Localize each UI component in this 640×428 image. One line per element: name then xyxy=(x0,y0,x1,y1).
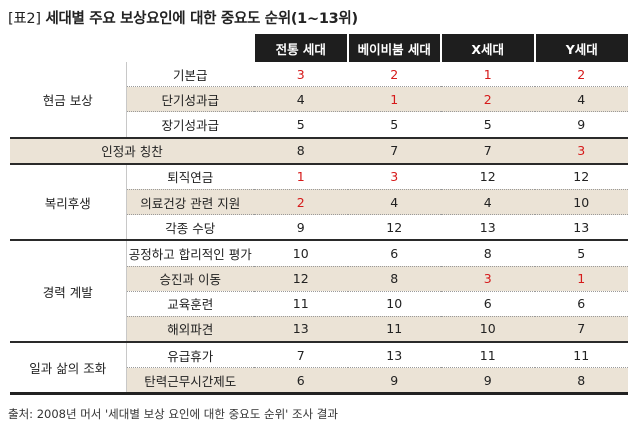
row-label: 해외파견 xyxy=(125,316,254,344)
rank-cell: 8 xyxy=(441,240,535,267)
rank-cell: 4 xyxy=(254,86,348,113)
rank-cell: 9 xyxy=(347,367,441,396)
row-label: 공정하고 합리적인 평가 xyxy=(125,240,254,267)
rank-cell: 11 xyxy=(347,316,441,344)
row-label: 승진과 이동 xyxy=(125,266,254,292)
rank-cell: 9 xyxy=(254,214,348,242)
rank-cell: 2 xyxy=(534,62,628,88)
table-row: 장기성과급 5 5 5 9 xyxy=(10,111,628,139)
row-label: 각종 수당 xyxy=(125,214,254,242)
table-row: 경력 계발 공정하고 합리적인 평가 10 6 8 5 xyxy=(10,240,628,344)
rank-cell: 11 xyxy=(534,342,628,369)
row-label: 기본급 xyxy=(125,62,254,88)
table-row: 단기성과급 4 1 2 4 xyxy=(10,86,628,113)
group-label: 경력 계발 xyxy=(10,240,126,344)
table-tag: [표2] xyxy=(8,11,41,27)
row-label: 탄력근무시간제도 xyxy=(125,367,254,396)
rank-cell: 12 xyxy=(254,266,348,292)
rank-cell: 3 xyxy=(254,62,348,88)
rank-cell: 8 xyxy=(347,266,441,292)
group-label: 복리후생 xyxy=(10,163,126,242)
ranking-table: 전통 세대 베이비붐 세대 X세대 Y세대 현금 보상 기본급 3 2 1 2 단기성과급 4… xyxy=(10,34,628,396)
rank-cell: 13 xyxy=(534,214,628,242)
header-blank xyxy=(10,34,254,62)
table-row: 인정과 칭찬 8 7 7 3 xyxy=(10,137,628,165)
row-label: 단기성과급 xyxy=(125,86,254,113)
rank-cell: 9 xyxy=(441,367,535,396)
table-row: 의료건강 관련 지원 2 4 4 10 xyxy=(10,189,628,216)
rank-cell: 12 xyxy=(347,214,441,242)
rank-cell: 11 xyxy=(441,342,535,369)
row-label: 인정과 칭찬 xyxy=(10,137,254,165)
rank-cell: 11 xyxy=(254,291,348,317)
table-row: 현금 보상 기본급 3 2 1 2 xyxy=(10,62,628,139)
rank-cell: 8 xyxy=(534,367,628,396)
rank-cell: 3 xyxy=(441,266,535,292)
table-title: [표2] 세대별 주요 보상요인에 대한 중요도 순위(1~13위) xyxy=(8,7,358,28)
rank-cell: 7 xyxy=(441,137,535,165)
rank-cell: 5 xyxy=(441,111,535,139)
rank-cell: 12 xyxy=(441,163,535,190)
rank-cell: 10 xyxy=(347,291,441,317)
rank-cell: 2 xyxy=(347,62,441,88)
rank-cell: 6 xyxy=(347,240,441,267)
group-label: 현금 보상 xyxy=(10,62,126,139)
rank-cell: 4 xyxy=(441,189,535,216)
rank-cell: 9 xyxy=(534,111,628,139)
rank-cell: 5 xyxy=(347,111,441,139)
rank-cell: 5 xyxy=(254,111,348,139)
rank-cell: 3 xyxy=(534,137,628,165)
rank-cell: 10 xyxy=(534,189,628,216)
rank-cell: 8 xyxy=(254,137,348,165)
table-body: 현금 보상 기본급 3 2 1 2 단기성과급 4 1 2 4 장기성과급 5 5 5 9 인정과 칭찬 8 7 7 3… xyxy=(10,62,628,396)
rank-cell: 1 xyxy=(254,163,348,190)
rank-cell: 1 xyxy=(347,86,441,113)
row-label: 의료건강 관련 지원 xyxy=(125,189,254,216)
rank-cell: 7 xyxy=(347,137,441,165)
row-label: 퇴직연금 xyxy=(125,163,254,190)
group-label: 일과 삶의 조화 xyxy=(10,342,126,396)
table-row: 해외파견 13 11 10 7 xyxy=(10,316,628,344)
rank-cell: 13 xyxy=(347,342,441,369)
rank-cell: 5 xyxy=(534,240,628,267)
rank-cell: 1 xyxy=(441,62,535,88)
header-traditional: 전통 세대 xyxy=(253,34,348,62)
rank-cell: 6 xyxy=(441,291,535,317)
rank-cell: 4 xyxy=(347,189,441,216)
rank-cell: 10 xyxy=(254,240,348,267)
rank-cell: 7 xyxy=(254,342,348,369)
table-row: 교육훈련 11 10 6 6 xyxy=(10,291,628,317)
table-row: 복리후생 퇴직연금 1 3 12 12 xyxy=(10,163,628,242)
rank-cell: 2 xyxy=(441,86,535,113)
rank-cell: 3 xyxy=(347,163,441,190)
header-row: 전통 세대 베이비붐 세대 X세대 Y세대 xyxy=(10,34,628,62)
header-genx: X세대 xyxy=(440,34,535,62)
rank-cell: 7 xyxy=(534,316,628,344)
rank-cell: 6 xyxy=(254,367,348,396)
row-label: 교육훈련 xyxy=(125,291,254,317)
table-title-text: 세대별 주요 보상요인에 대한 중요도 순위(1~13위) xyxy=(45,11,358,27)
header-geny: Y세대 xyxy=(533,34,628,62)
rank-cell: 10 xyxy=(441,316,535,344)
source-note: 출처: 2008년 머서 '세대별 보상 요인에 대한 중요도 순위' 조사 결… xyxy=(8,407,338,421)
rank-cell: 13 xyxy=(441,214,535,242)
header-babyboom: 베이비붐 세대 xyxy=(346,34,441,62)
rank-cell: 12 xyxy=(534,163,628,190)
rank-cell: 1 xyxy=(534,266,628,292)
rank-cell: 13 xyxy=(254,316,348,344)
rank-cell: 4 xyxy=(534,86,628,113)
table-row: 승진과 이동 12 8 3 1 xyxy=(10,266,628,292)
table-row: 일과 삶의 조화 유급휴가 7 13 11 11 xyxy=(10,342,628,396)
table-row: 각종 수당 9 12 13 13 xyxy=(10,214,628,242)
row-label: 장기성과급 xyxy=(125,111,254,139)
rank-cell: 2 xyxy=(254,189,348,216)
row-label: 유급휴가 xyxy=(125,342,254,369)
rank-cell: 6 xyxy=(534,291,628,317)
table-row: 탄력근무시간제도 6 9 9 8 xyxy=(10,367,628,396)
